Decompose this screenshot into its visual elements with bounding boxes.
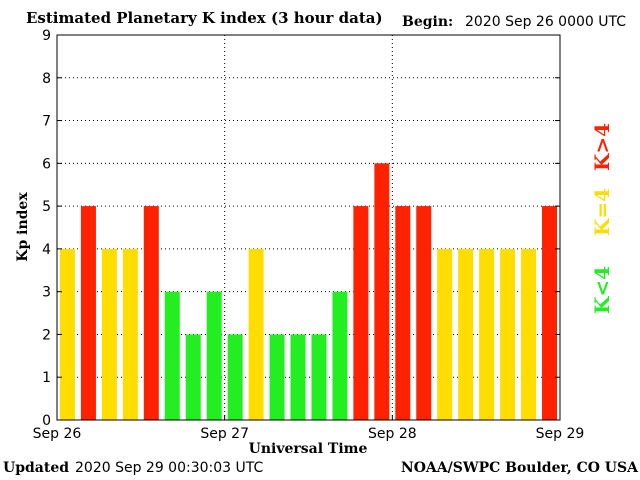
kp-bar xyxy=(185,334,201,420)
kp-bar xyxy=(458,248,474,420)
kp-bar xyxy=(395,206,411,420)
legend-entry: K<4 xyxy=(590,266,614,314)
kp-bar xyxy=(353,206,369,420)
kp-bar xyxy=(500,248,516,420)
updated-timestamp: 2020 Sep 29 00:30:03 UTC xyxy=(75,460,264,476)
y-axis-ticks: 0 1 2 3 4 5 6 7 8 9 xyxy=(42,28,560,429)
grid-layer xyxy=(57,35,560,420)
y-tick-label: 4 xyxy=(42,242,51,258)
kp-bar xyxy=(437,248,453,420)
kp-bar xyxy=(80,206,96,420)
y-tick-label: 3 xyxy=(42,285,51,301)
kp-bar xyxy=(122,248,138,420)
plot-frame xyxy=(56,34,561,421)
legend-entry: K>4 xyxy=(590,123,614,171)
kp-bar xyxy=(248,248,264,420)
kp-bar xyxy=(206,291,222,420)
legend-entry: K=4 xyxy=(590,188,614,236)
updated-label: Updated xyxy=(3,460,70,476)
kp-bar xyxy=(542,206,558,420)
y-tick-label: 9 xyxy=(42,28,51,44)
kp-bar xyxy=(332,291,348,420)
kp-bar xyxy=(143,206,159,420)
kp-bar xyxy=(227,334,243,420)
kp-bar xyxy=(59,248,75,420)
y-axis-title: Kp index xyxy=(15,192,31,262)
kp-bar xyxy=(374,163,390,421)
y-tick-label: 5 xyxy=(42,199,51,215)
kp-bar xyxy=(479,248,495,420)
begin-value: 2020 Sep 26 0000 UTC xyxy=(465,14,627,30)
kp-bar xyxy=(269,334,285,420)
kp-bar xyxy=(101,248,117,420)
credit-text: NOAA/SWPC Boulder, CO USA xyxy=(400,460,638,476)
x-tick-label: Sep 27 xyxy=(200,426,249,442)
kp-bar xyxy=(521,248,537,420)
begin-label: Begin: xyxy=(402,14,454,30)
x-tick-label: Sep 29 xyxy=(536,426,585,442)
y-tick-label: 7 xyxy=(42,114,51,130)
x-axis-ticks: Sep 26 Sep 27 Sep 28 Sep 29 xyxy=(33,415,585,442)
kp-bar xyxy=(290,334,306,420)
x-axis-title: Universal Time xyxy=(249,441,368,457)
y-tick-label: 6 xyxy=(42,156,51,172)
bars-layer xyxy=(59,163,558,421)
y-tick-label: 8 xyxy=(42,71,51,87)
y-tick-label: 0 xyxy=(42,413,51,429)
y-tick-label: 2 xyxy=(42,327,51,343)
chart-title: Estimated Planetary K index (3 hour data… xyxy=(26,9,383,27)
kp-bar xyxy=(311,334,327,420)
y-tick-label: 1 xyxy=(42,370,51,386)
x-tick-label: Sep 28 xyxy=(368,426,417,442)
kp-bar xyxy=(164,291,180,420)
kp-bar xyxy=(416,206,432,420)
legend: K<4 K=4 K>4 xyxy=(590,123,614,314)
x-tick-label: Sep 26 xyxy=(33,426,82,442)
